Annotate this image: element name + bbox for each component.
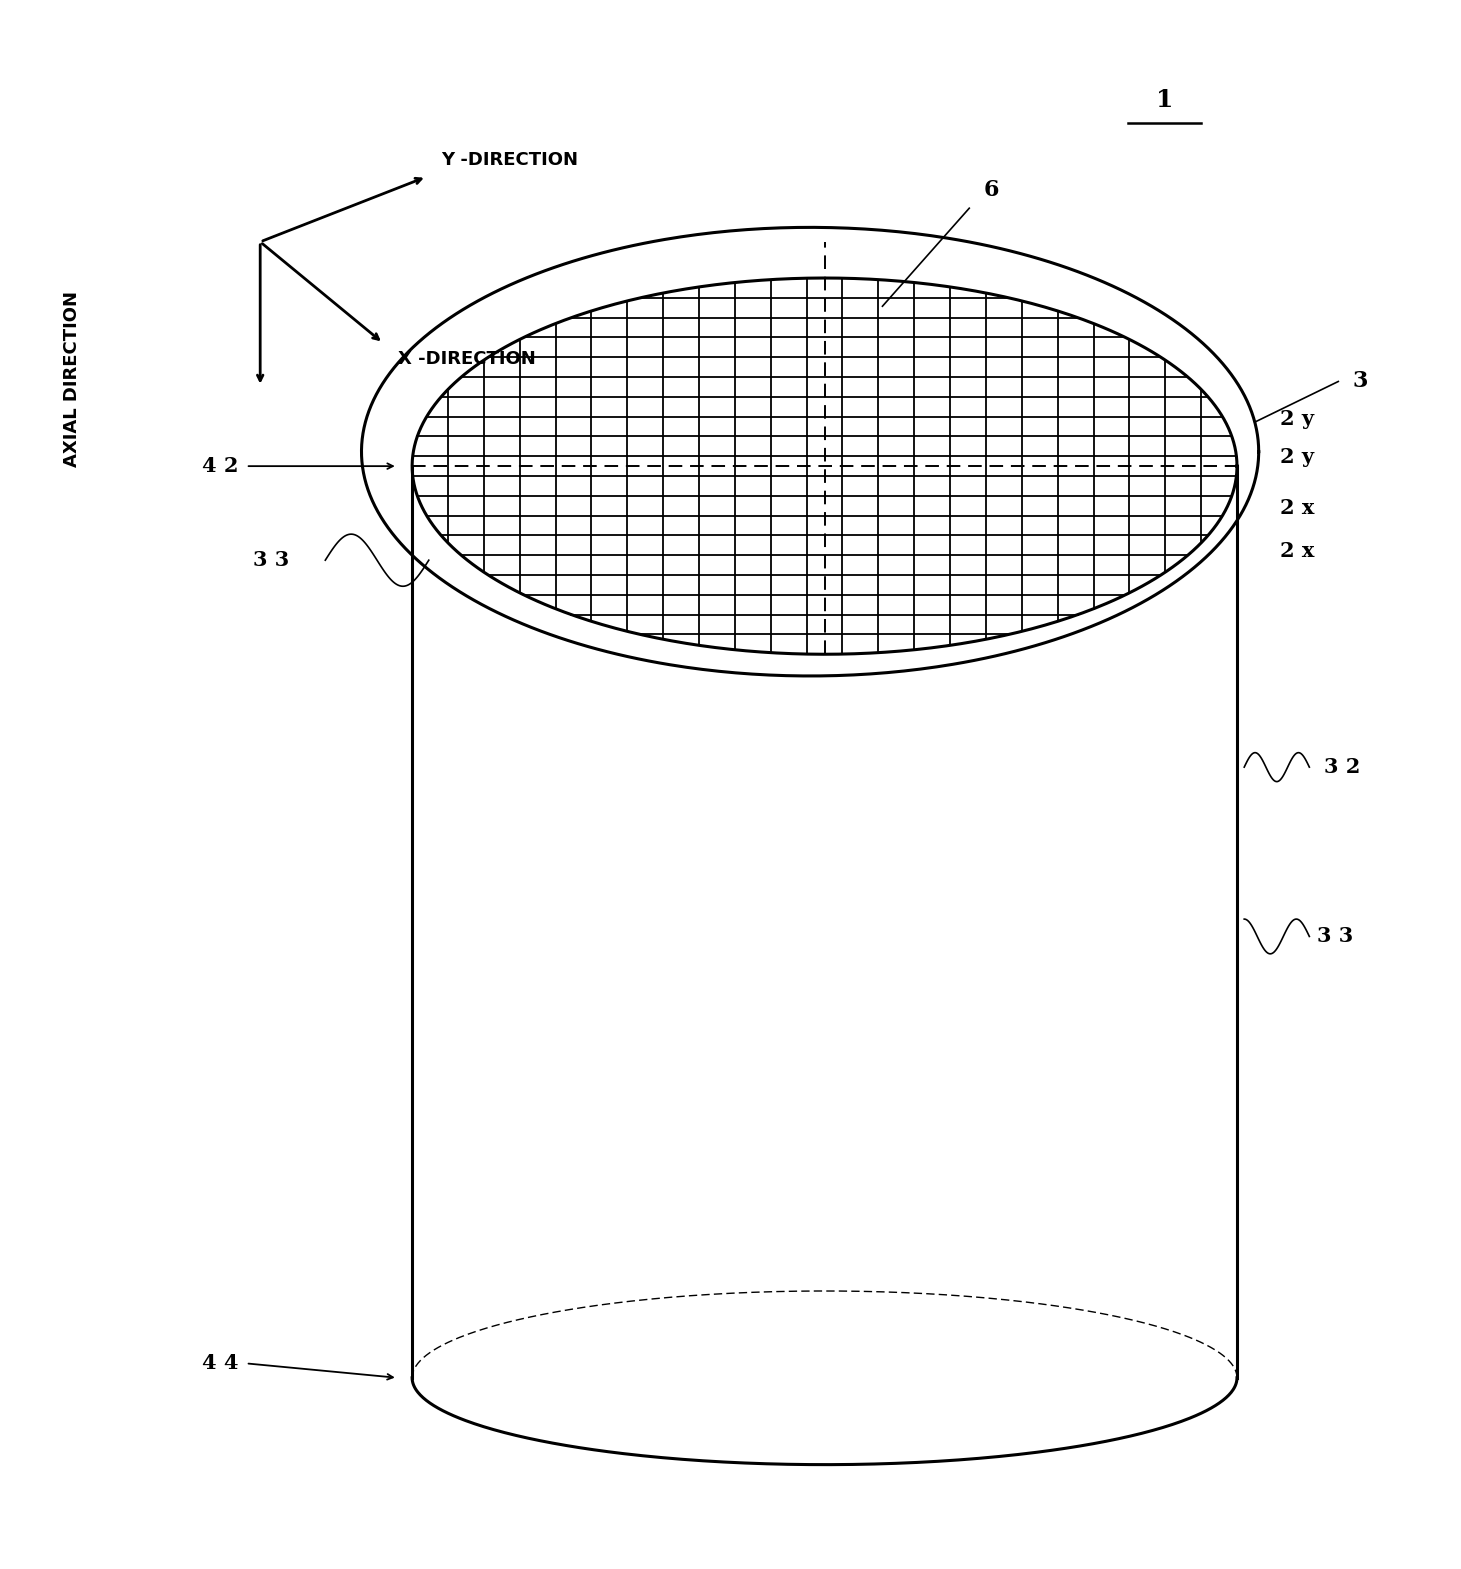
Text: Y -DIRECTION: Y -DIRECTION bbox=[441, 152, 579, 169]
Text: 6: 6 bbox=[983, 179, 999, 201]
Text: 4 2: 4 2 bbox=[202, 457, 238, 475]
Text: 2 x: 2 x bbox=[1280, 541, 1315, 560]
Text: X -DIRECTION: X -DIRECTION bbox=[397, 350, 535, 369]
Text: 3 3: 3 3 bbox=[253, 551, 289, 570]
Text: 2 y: 2 y bbox=[1280, 410, 1315, 428]
Text: 2 y: 2 y bbox=[1280, 447, 1315, 466]
Text: 3 2: 3 2 bbox=[1324, 758, 1360, 777]
Text: 1: 1 bbox=[1156, 88, 1173, 111]
Text: 4 4: 4 4 bbox=[202, 1354, 238, 1373]
Text: 3: 3 bbox=[1353, 370, 1367, 392]
Text: 2 x: 2 x bbox=[1280, 497, 1315, 518]
Text: AXIAL DIRECTION: AXIAL DIRECTION bbox=[63, 292, 80, 468]
Text: 3 3: 3 3 bbox=[1316, 926, 1353, 946]
